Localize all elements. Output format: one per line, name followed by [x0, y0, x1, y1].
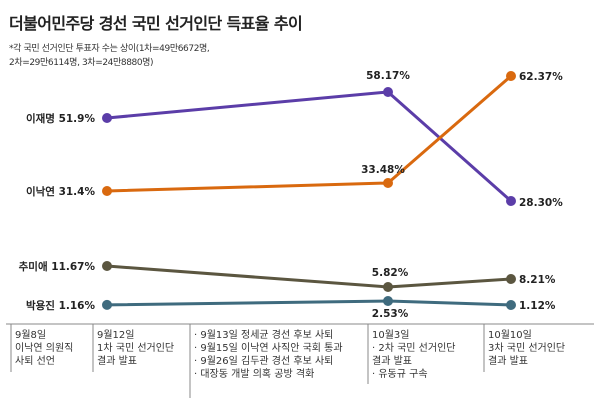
timeline-event-0-1: 사퇴 선언: [15, 355, 55, 367]
data-point-2-2: [506, 274, 516, 284]
timeline-event-0-0: 이낙연 의원직: [15, 342, 73, 354]
data-point-0-2: [506, 196, 516, 206]
timeline-date-3: 10월3일: [372, 329, 410, 341]
data-point-3-1: [383, 296, 393, 306]
data-label-0-1: 58.17%: [366, 70, 410, 82]
series-line-1: [106, 74, 512, 193]
data-label-2-1: 5.82%: [372, 267, 409, 279]
timeline-event-2-0: · 9월13일 정세균 경선 후보 사퇴: [194, 328, 333, 341]
data-point-0-0: [102, 113, 112, 123]
timeline-event-1-1: 결과 발표: [97, 355, 137, 367]
chart-title: 더불어민주당 경선 국민 선거인단 득표율 추이: [9, 14, 303, 33]
data-label-1-2: 62.37%: [519, 71, 563, 83]
timeline-date-0: 9월8일: [15, 329, 46, 341]
timeline-event-4-1: 결과 발표: [488, 355, 528, 367]
data-label-1-0: 이낙연 31.4%: [26, 185, 96, 198]
data-label-3-1: 2.53%: [372, 308, 409, 320]
data-point-1-2: [506, 71, 516, 81]
timeline-event-2-2: · 9월26일 김두관 경선 후보 사퇴: [194, 354, 333, 367]
data-label-0-2: 28.30%: [519, 197, 563, 209]
data-point-1-1: [383, 178, 393, 188]
data-point-3-2: [506, 300, 516, 310]
data-point-3-0: [102, 299, 112, 310]
data-label-2-0: 추미애 11.67%: [19, 260, 96, 273]
data-label-0-0: 이재명 51.9%: [26, 112, 96, 125]
series-line-2: [106, 264, 512, 289]
data-label-1-1: 33.48%: [361, 164, 405, 176]
data-point-2-0: [102, 261, 112, 271]
timeline-date-1: 9월12일: [97, 329, 135, 341]
note-line-1: *각 국민 선거인단 투표자 수는 상이(1차=49만6672명,: [9, 44, 210, 54]
timeline-event-3-1: 결과 발표: [372, 355, 412, 367]
timeline-date-4: 10월10일: [488, 329, 532, 341]
data-point-1-0: [102, 186, 112, 196]
data-point-2-1: [383, 282, 393, 292]
data-label-2-2: 8.21%: [519, 274, 556, 286]
timeline-event-3-0: · 2차 국민 선거인단: [372, 342, 455, 354]
timeline-event-3-2: · 유동규 구속: [372, 368, 428, 380]
timeline-event-2-1: · 9월15일 이낙연 사직안 국회 통과: [194, 342, 343, 354]
note-line-2: 2차=29만6114명, 3차=24만8880명): [9, 58, 154, 68]
data-label-3-0: 박용진 1.16%: [26, 299, 96, 312]
timeline-event-2-3: · 대장동 개발 의혹 공방 격화: [194, 367, 314, 380]
timeline-event-1-0: 1차 국민 선거인단: [97, 342, 174, 354]
data-point-0-1: [383, 87, 393, 97]
series-line-3: [106, 299, 512, 307]
timeline-event-4-0: 3차 국민 선거인단: [488, 342, 565, 354]
data-label-3-2: 1.12%: [519, 300, 556, 312]
